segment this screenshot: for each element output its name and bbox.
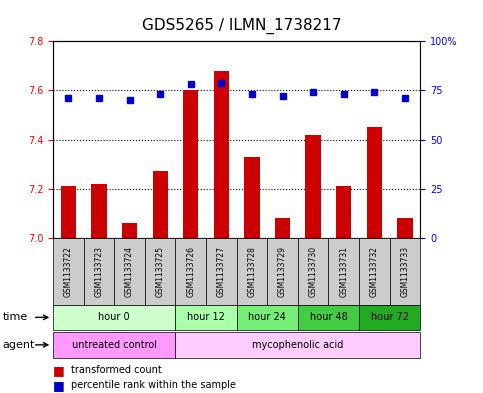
Text: time: time [2,312,28,322]
Text: GSM1133722: GSM1133722 [64,246,73,297]
Bar [153,171,168,238]
Bar [275,218,290,238]
Text: GSM1133728: GSM1133728 [247,246,256,297]
Bar [61,186,76,238]
Text: GSM1133723: GSM1133723 [95,246,103,297]
Text: hour 24: hour 24 [248,312,286,322]
Text: GDS5265 / ILMN_1738217: GDS5265 / ILMN_1738217 [142,18,341,34]
Text: GSM1133726: GSM1133726 [186,246,195,297]
Text: percentile rank within the sample: percentile rank within the sample [71,380,237,390]
Text: hour 12: hour 12 [187,312,225,322]
Text: hour 72: hour 72 [370,312,409,322]
Text: mycophenolic acid: mycophenolic acid [252,340,343,350]
Bar [336,186,352,238]
Text: ■: ■ [53,364,65,377]
Text: hour 0: hour 0 [99,312,130,322]
Text: untreated control: untreated control [72,340,157,350]
Text: agent: agent [2,340,35,350]
Bar [122,223,137,238]
Text: ■: ■ [53,378,65,392]
Text: hour 48: hour 48 [310,312,347,322]
Text: GSM1133733: GSM1133733 [400,246,410,297]
Text: GSM1133732: GSM1133732 [370,246,379,297]
Bar [305,134,321,238]
Text: transformed count: transformed count [71,365,162,375]
Bar [397,218,412,238]
Bar [213,71,229,238]
Text: GSM1133727: GSM1133727 [217,246,226,297]
Bar [183,90,199,238]
Text: GSM1133730: GSM1133730 [309,246,318,297]
Text: GSM1133725: GSM1133725 [156,246,165,297]
Bar [91,184,107,238]
Text: GSM1133729: GSM1133729 [278,246,287,297]
Bar [367,127,382,238]
Text: GSM1133731: GSM1133731 [339,246,348,297]
Text: GSM1133724: GSM1133724 [125,246,134,297]
Bar [244,157,260,238]
